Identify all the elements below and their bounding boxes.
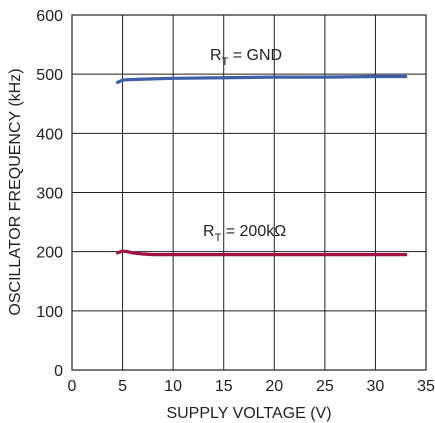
grid-layer bbox=[72, 15, 426, 370]
x-tick-label: 10 bbox=[164, 378, 182, 395]
series-line-rt-gnd bbox=[115, 74, 408, 85]
y-tick-label: 200 bbox=[36, 245, 63, 262]
x-tick-label: 30 bbox=[367, 378, 385, 395]
x-axis-title: SUPPLY VOLTAGE (V) bbox=[166, 405, 331, 422]
y-tick-label: 0 bbox=[54, 363, 63, 380]
x-tick-label: 25 bbox=[316, 378, 334, 395]
series-layer bbox=[115, 74, 408, 257]
x-tick-label: 5 bbox=[118, 378, 127, 395]
y-tick-label: 400 bbox=[36, 126, 63, 143]
series-label-rt-200k-sub: T bbox=[215, 232, 222, 244]
series-label-rt-200k-rest: = 200kΩ bbox=[221, 223, 286, 240]
series-label-rt-gnd-sub: T bbox=[222, 56, 229, 68]
series-label-rt-gnd: RT = GND bbox=[210, 47, 282, 68]
y-tick-label: 500 bbox=[36, 67, 63, 84]
series-line-rt-200k bbox=[115, 249, 408, 257]
plot-frame bbox=[71, 14, 427, 371]
x-tick-label: 35 bbox=[417, 378, 435, 395]
series-label-rt-200k: RT = 200kΩ bbox=[203, 223, 286, 244]
x-tick-label: 0 bbox=[68, 378, 77, 395]
x-tick-label: 15 bbox=[215, 378, 233, 395]
y-tick-label: 600 bbox=[36, 8, 63, 25]
series-label-rt-200k-main: R bbox=[203, 223, 215, 240]
y-tick-label: 300 bbox=[36, 186, 63, 203]
y-tick-label: 100 bbox=[36, 304, 63, 321]
tick-labels: 0 5 10 15 20 25 30 35 0 100 200 300 400 500 600 bbox=[36, 8, 435, 395]
y-axis-title: OSCILLATOR FREQUENCY (kHz) bbox=[7, 68, 24, 315]
series-label-rt-gnd-main: R bbox=[210, 47, 222, 64]
x-tick-label: 20 bbox=[265, 378, 283, 395]
series-label-rt-gnd-rest: = GND bbox=[228, 47, 282, 64]
